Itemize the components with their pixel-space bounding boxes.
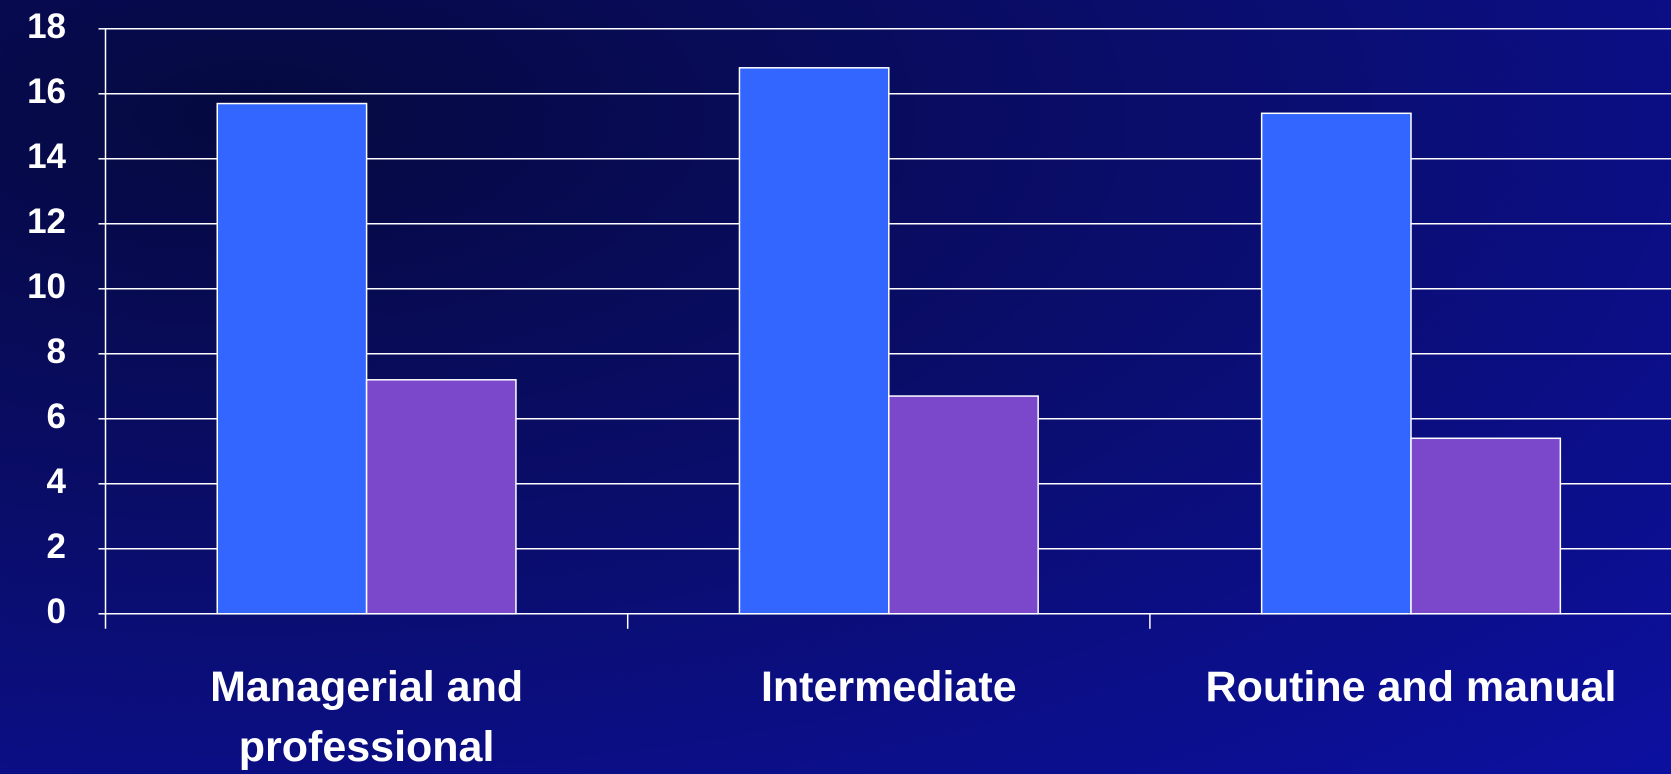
y-tick-label: 8 — [47, 332, 66, 371]
x-tick-label: Routine and manual — [1205, 663, 1617, 711]
y-tick-label: 12 — [27, 202, 66, 241]
y-tick-label: 16 — [27, 72, 66, 111]
bar — [888, 395, 1039, 615]
bar — [738, 67, 890, 615]
y-tick-label: 18 — [27, 7, 66, 46]
bar — [365, 379, 517, 615]
y-tick-label: 4 — [47, 462, 67, 501]
x-tick-label: Intermediate — [760, 663, 1017, 711]
y-tick-label: 0 — [47, 592, 66, 631]
x-tick-label: Managerial and professional — [210, 663, 524, 771]
bar — [1410, 437, 1562, 615]
y-tick-label: 6 — [47, 397, 66, 436]
bar — [216, 102, 368, 615]
y-tick-label: 10 — [27, 267, 66, 306]
bar — [1260, 112, 1412, 615]
y-tick-label: 2 — [47, 527, 66, 566]
y-tick-label: 14 — [27, 137, 66, 176]
